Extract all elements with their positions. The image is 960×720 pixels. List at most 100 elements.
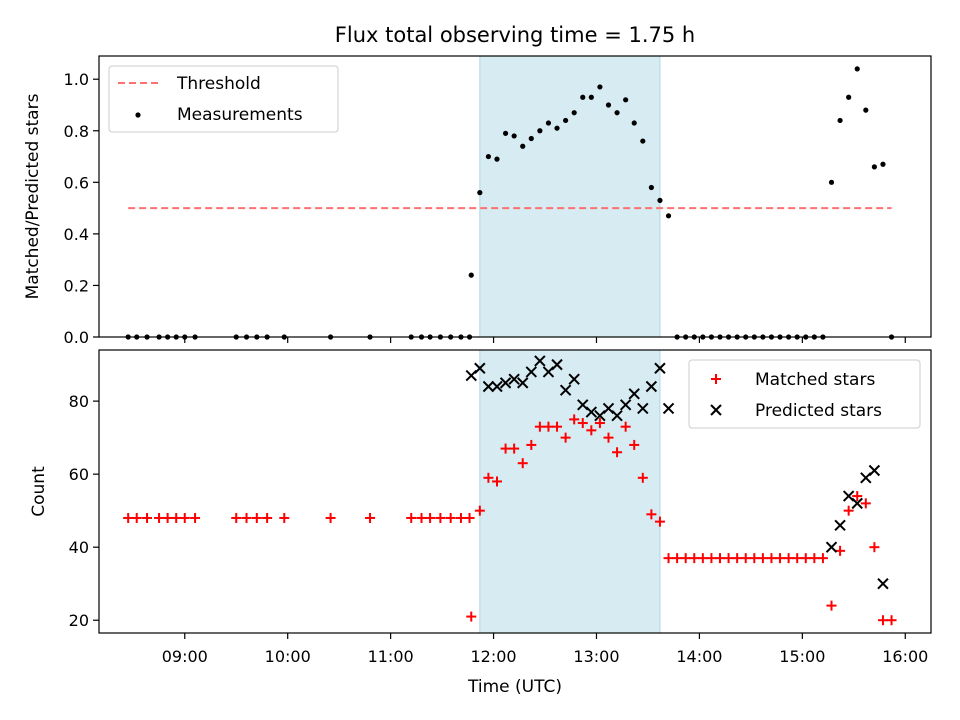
matched-star-point xyxy=(869,542,880,553)
measurement-point xyxy=(580,94,586,100)
measurement-point xyxy=(828,179,835,185)
measurement-point xyxy=(665,213,672,219)
x-tick-label: 14:00 xyxy=(676,647,722,666)
measurement-point xyxy=(854,66,860,72)
bottom-y-axis-label: Count xyxy=(29,466,49,517)
matched-star-point xyxy=(663,553,674,564)
matched-star-point xyxy=(416,512,427,523)
matched-star-point xyxy=(406,512,417,523)
matched-star-point xyxy=(603,432,614,443)
legend-x-marker xyxy=(710,404,722,416)
matched-star-point xyxy=(654,516,665,527)
x-tick-label: 10:00 xyxy=(265,647,311,666)
top-measurement-points xyxy=(125,66,895,340)
predicted-star-point xyxy=(534,355,546,367)
matched-star-point xyxy=(843,505,854,516)
predicted-star-point xyxy=(662,402,675,415)
predicted-star-point xyxy=(525,366,538,378)
chart-title: Flux total observing time = 1.75 h xyxy=(335,23,695,47)
predicted-star-point xyxy=(834,519,846,531)
matched-star-point xyxy=(552,421,563,432)
matched-stars-points xyxy=(123,414,897,626)
measurement-point xyxy=(631,120,637,126)
matched-star-point xyxy=(154,512,165,523)
predicted-star-point xyxy=(517,377,529,389)
matched-star-point xyxy=(594,418,605,429)
legend-predicted-swatch xyxy=(710,404,722,416)
matched-star-point xyxy=(325,512,336,523)
matched-star-point xyxy=(445,512,456,523)
matched-star-point xyxy=(569,414,580,425)
measurement-point xyxy=(554,125,560,131)
matched-star-point xyxy=(455,512,466,523)
matched-star-point xyxy=(783,553,794,564)
matched-star-point xyxy=(179,512,190,523)
legend-measurements-label: Measurements xyxy=(177,105,303,125)
measurement-point xyxy=(863,107,869,113)
predicted-star-point xyxy=(628,388,640,400)
matched-star-point xyxy=(509,443,520,454)
matched-star-point xyxy=(534,421,545,432)
x-axis-label: Time (UTC) xyxy=(467,677,562,697)
matched-star-point xyxy=(241,512,252,523)
y-tick-label: 0.4 xyxy=(64,225,89,244)
top-legend-box xyxy=(108,65,339,133)
matched-star-point xyxy=(560,432,571,443)
bottom-y-axis: 20 40 60 80 xyxy=(69,392,99,630)
matched-star-point xyxy=(171,512,182,523)
top-x-ticks xyxy=(184,337,906,343)
matched-star-point xyxy=(543,421,554,432)
measurement-point xyxy=(588,94,594,100)
matched-star-point xyxy=(425,512,436,523)
predicted-star-point xyxy=(568,373,580,385)
matched-star-point xyxy=(723,553,734,564)
matched-star-point xyxy=(637,472,648,483)
bottom-panel: 20 40 60 80 09:00 10:00 11:00 12:00 13:00 14:00 1… xyxy=(29,349,932,697)
observing-window-span xyxy=(479,55,661,338)
top-y-axis: 0.0 0.2 0.4 0.6 0.8 1.0 xyxy=(64,70,99,347)
matched-star-point xyxy=(672,553,683,564)
matched-star-point xyxy=(646,509,657,520)
matched-star-point xyxy=(749,553,760,564)
matched-star-point xyxy=(526,439,537,450)
legend-plus-marker xyxy=(711,374,721,384)
y-tick-label: 0.6 xyxy=(64,173,89,192)
matched-star-point xyxy=(142,512,153,523)
matched-star-point xyxy=(757,553,768,564)
matched-star-point xyxy=(835,545,846,556)
matched-star-point xyxy=(629,439,640,450)
measurement-point xyxy=(520,143,526,149)
legend-measurements-swatch xyxy=(135,112,141,118)
matched-star-point xyxy=(123,512,134,523)
matched-star-point xyxy=(620,421,631,432)
legend-matched-label: Matched stars xyxy=(755,370,875,390)
x-tick-label: 15:00 xyxy=(779,647,825,666)
x-tick-label: 12:00 xyxy=(471,647,517,666)
predicted-star-point xyxy=(585,406,598,418)
matched-star-point xyxy=(852,491,863,502)
matched-star-point xyxy=(231,512,242,523)
predicted-star-point xyxy=(559,384,572,396)
y-tick-label: 0.8 xyxy=(64,122,89,141)
matched-star-point xyxy=(697,553,708,564)
measurement-point xyxy=(614,110,620,116)
measurement-point xyxy=(477,190,483,196)
measurement-point xyxy=(623,97,629,103)
measurement-point xyxy=(494,156,500,162)
predicted-star-point xyxy=(654,362,666,374)
matched-star-point xyxy=(732,553,743,564)
predicted-star-point xyxy=(619,399,632,411)
predicted-star-point xyxy=(474,362,486,374)
measurement-point xyxy=(657,197,663,203)
matched-star-point xyxy=(740,553,751,564)
matched-star-point xyxy=(162,512,173,523)
y-tick-label: 1.0 xyxy=(64,70,89,89)
predicted-stars-points xyxy=(465,355,889,590)
measurement-point xyxy=(468,272,474,278)
matched-star-point xyxy=(190,512,201,523)
measurement-point xyxy=(837,117,843,124)
matched-star-point xyxy=(491,476,502,487)
predicted-star-point xyxy=(825,541,838,553)
matched-star-point xyxy=(706,553,717,564)
